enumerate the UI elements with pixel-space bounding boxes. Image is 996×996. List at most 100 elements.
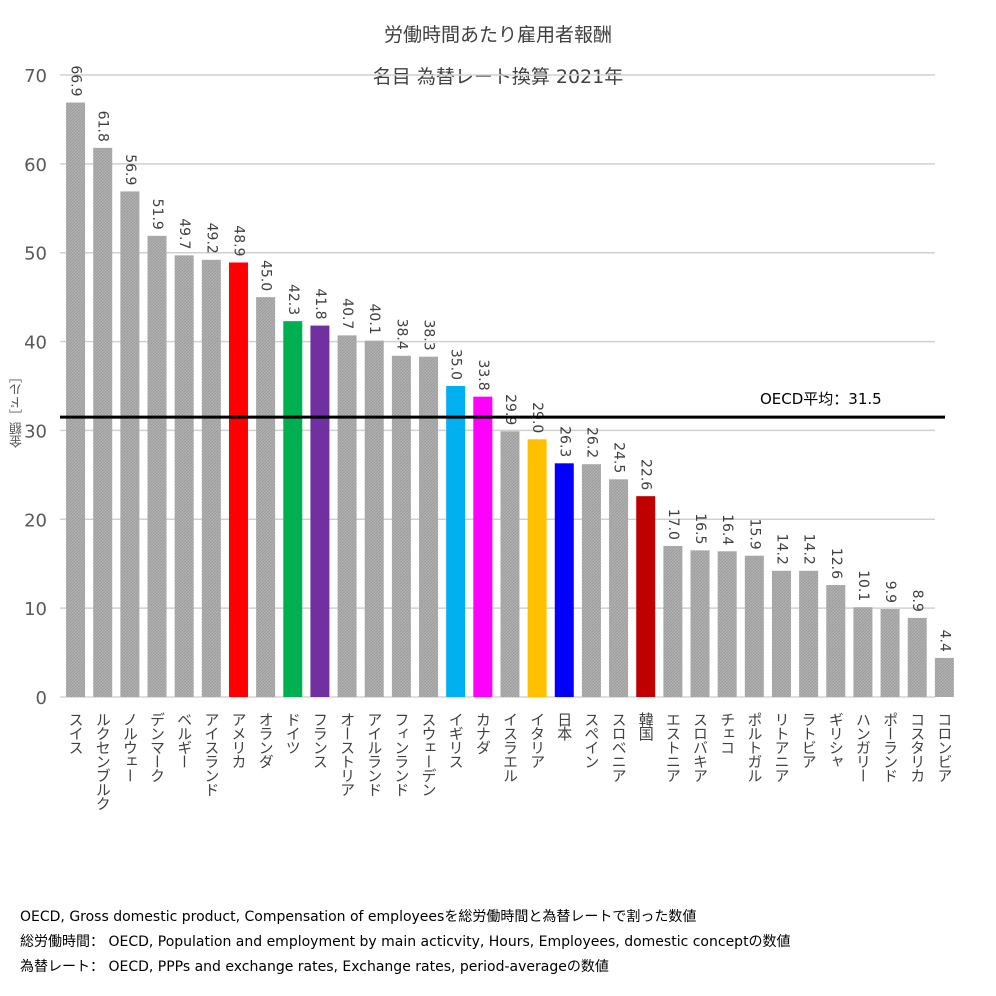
category-label: ハンガリー bbox=[854, 712, 872, 782]
source-notes: OECD, Gross domestic product, Compensati… bbox=[20, 905, 791, 980]
category-label: ベルギー bbox=[175, 712, 193, 768]
bar-32 bbox=[934, 657, 954, 697]
bar-15 bbox=[473, 396, 493, 697]
bar-6 bbox=[228, 262, 248, 697]
value-label: 38.3 bbox=[421, 320, 437, 351]
value-label: 66.9 bbox=[68, 65, 84, 96]
chart-title: 労働時間あたり雇用者報酬 bbox=[383, 24, 612, 46]
value-label: 49.7 bbox=[176, 218, 192, 249]
category-label: 韓国 bbox=[637, 712, 655, 741]
category-label: フランス bbox=[311, 712, 329, 768]
value-label: 16.5 bbox=[692, 513, 708, 544]
bar-2 bbox=[120, 191, 140, 697]
y-tick-label: 30 bbox=[24, 421, 47, 442]
value-label: 26.3 bbox=[556, 426, 572, 457]
category-label: ギリシャ bbox=[827, 712, 845, 768]
note-line: 為替レート： OECD, PPPs and exchange rates, Ex… bbox=[20, 959, 609, 975]
value-label: 14.2 bbox=[801, 534, 817, 565]
y-tick-label: 20 bbox=[24, 510, 47, 531]
bar-30 bbox=[880, 609, 900, 697]
y-tick-label: 60 bbox=[24, 155, 47, 176]
bar-31 bbox=[907, 617, 927, 697]
bar-7 bbox=[256, 297, 276, 697]
bar-16 bbox=[500, 431, 520, 697]
value-label: 48.9 bbox=[230, 225, 246, 256]
category-label: スロバキア bbox=[691, 712, 709, 782]
value-label: 16.4 bbox=[719, 514, 735, 545]
value-label: 40.1 bbox=[366, 304, 382, 335]
bar-19 bbox=[581, 464, 601, 697]
value-label: 61.8 bbox=[95, 111, 111, 142]
chart-subtitle: 名目 為替レート換算 2021年 bbox=[0, 62, 996, 89]
bar-23 bbox=[690, 550, 710, 697]
value-label: 33.8 bbox=[475, 359, 491, 390]
bar-20 bbox=[609, 479, 629, 697]
category-label: スイス bbox=[67, 712, 85, 754]
value-label: 24.5 bbox=[611, 442, 627, 473]
category-label: ポルトガル bbox=[745, 712, 763, 782]
value-label: 22.6 bbox=[638, 459, 654, 490]
category-label: カナダ bbox=[474, 712, 492, 755]
note-line: 総労働時間： OECD, Population and employment b… bbox=[20, 934, 791, 950]
category-label: チェコ bbox=[718, 712, 736, 754]
bar-5 bbox=[201, 259, 221, 697]
bar-27 bbox=[799, 570, 819, 697]
value-label: 51.9 bbox=[149, 199, 165, 230]
bar-24 bbox=[717, 551, 737, 697]
value-label: 9.9 bbox=[882, 581, 898, 603]
bar-18 bbox=[554, 463, 574, 697]
category-label: リトアニア bbox=[772, 712, 790, 782]
category-label: オランダ bbox=[257, 712, 275, 769]
category-label: イタリア bbox=[528, 712, 546, 768]
bar-22 bbox=[663, 545, 683, 697]
category-label: スロベニア bbox=[610, 712, 628, 782]
value-label: 14.2 bbox=[773, 534, 789, 565]
category-label: ドイツ bbox=[284, 712, 302, 754]
category-label: イスラエル bbox=[501, 712, 519, 782]
value-label: 29.9 bbox=[502, 394, 518, 425]
category-label: オーストリア bbox=[338, 712, 356, 796]
y-tick-label: 10 bbox=[24, 599, 47, 620]
category-label: コスタリカ bbox=[908, 712, 926, 782]
bar-10 bbox=[337, 335, 357, 697]
bar-13 bbox=[419, 356, 439, 697]
bar-3 bbox=[147, 235, 167, 697]
bar-25 bbox=[744, 555, 764, 697]
value-label: 35.0 bbox=[448, 349, 464, 380]
bar-9 bbox=[310, 325, 330, 697]
category-label: コロンビア bbox=[935, 712, 953, 782]
bar-12 bbox=[391, 355, 411, 697]
value-label: 38.4 bbox=[393, 319, 409, 350]
value-label: 49.2 bbox=[203, 223, 219, 254]
bar-26 bbox=[771, 570, 791, 697]
value-label: 26.2 bbox=[583, 427, 599, 458]
category-label: アイスランド bbox=[202, 712, 220, 796]
value-label: 45.0 bbox=[258, 260, 274, 291]
category-label: アイルランド bbox=[365, 712, 383, 796]
bar-11 bbox=[364, 340, 384, 697]
bar-0 bbox=[66, 102, 86, 697]
y-tick-label: 50 bbox=[24, 244, 47, 265]
value-label: 56.9 bbox=[122, 154, 138, 185]
value-label: 15.9 bbox=[746, 519, 762, 550]
category-label: アメリカ bbox=[229, 712, 247, 768]
y-tick-label: 0 bbox=[36, 688, 47, 709]
category-label: スペイン bbox=[582, 712, 600, 768]
chart-subtitle-text: 名目 為替レート換算 2021年 bbox=[366, 66, 630, 88]
category-label: ラトビア bbox=[800, 712, 818, 768]
y-tick-label: 40 bbox=[24, 333, 47, 354]
category-label: フィンランド bbox=[392, 712, 410, 796]
category-label: エストニア bbox=[664, 712, 682, 782]
bar-17 bbox=[527, 439, 547, 697]
y-tick-label: 70 bbox=[24, 66, 47, 87]
value-label: 17.0 bbox=[665, 509, 681, 540]
value-label: 42.3 bbox=[285, 284, 301, 315]
bar-29 bbox=[853, 607, 873, 697]
bar-14 bbox=[446, 386, 466, 697]
category-label: ノルウェー bbox=[121, 712, 139, 782]
category-label: スウェーデン bbox=[420, 712, 438, 796]
value-label: 8.9 bbox=[909, 590, 925, 612]
oecd-average-label: OECD平均：31.5 bbox=[760, 390, 882, 408]
bar-4 bbox=[174, 255, 194, 697]
